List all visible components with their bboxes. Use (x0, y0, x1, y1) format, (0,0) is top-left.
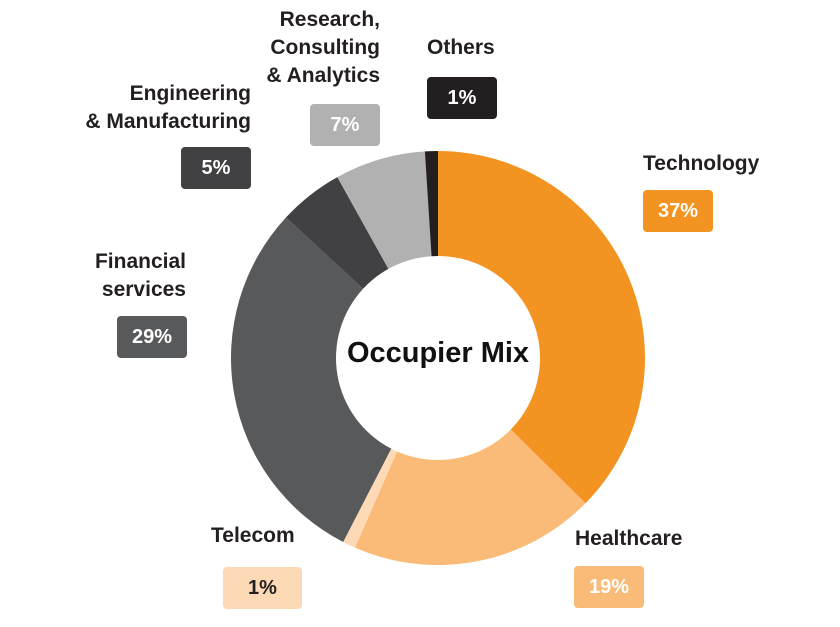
slice-technology (438, 151, 645, 504)
value-badge-others: 1% (427, 77, 497, 119)
slice-others (424, 151, 438, 257)
label-financial: Financial services (94, 250, 186, 301)
slice-healthcare (355, 429, 586, 565)
slice-research (337, 151, 432, 269)
label-healthcare: Healthcare (575, 527, 683, 550)
label-technology: Technology (643, 152, 760, 175)
slice-engineering (285, 177, 389, 289)
value-badge-financial: 29% (117, 316, 187, 358)
label-telecom: Telecom (211, 524, 295, 547)
value-badge-engineering: 5% (181, 147, 251, 189)
value-badge-research: 7% (310, 104, 380, 146)
label-others: Others (427, 36, 495, 59)
value-badge-technology: 37% (643, 190, 713, 232)
value-badge-healthcare: 19% (574, 566, 644, 608)
label-engineering: Engineering & Manufacturing (85, 82, 251, 133)
label-research: Research, Consulting & Analytics (266, 8, 380, 87)
slice-telecom (343, 448, 398, 548)
value-badge-telecom: 1% (223, 567, 302, 609)
slice-financial (231, 217, 392, 542)
chart-title: Occupier Mix (346, 337, 530, 369)
